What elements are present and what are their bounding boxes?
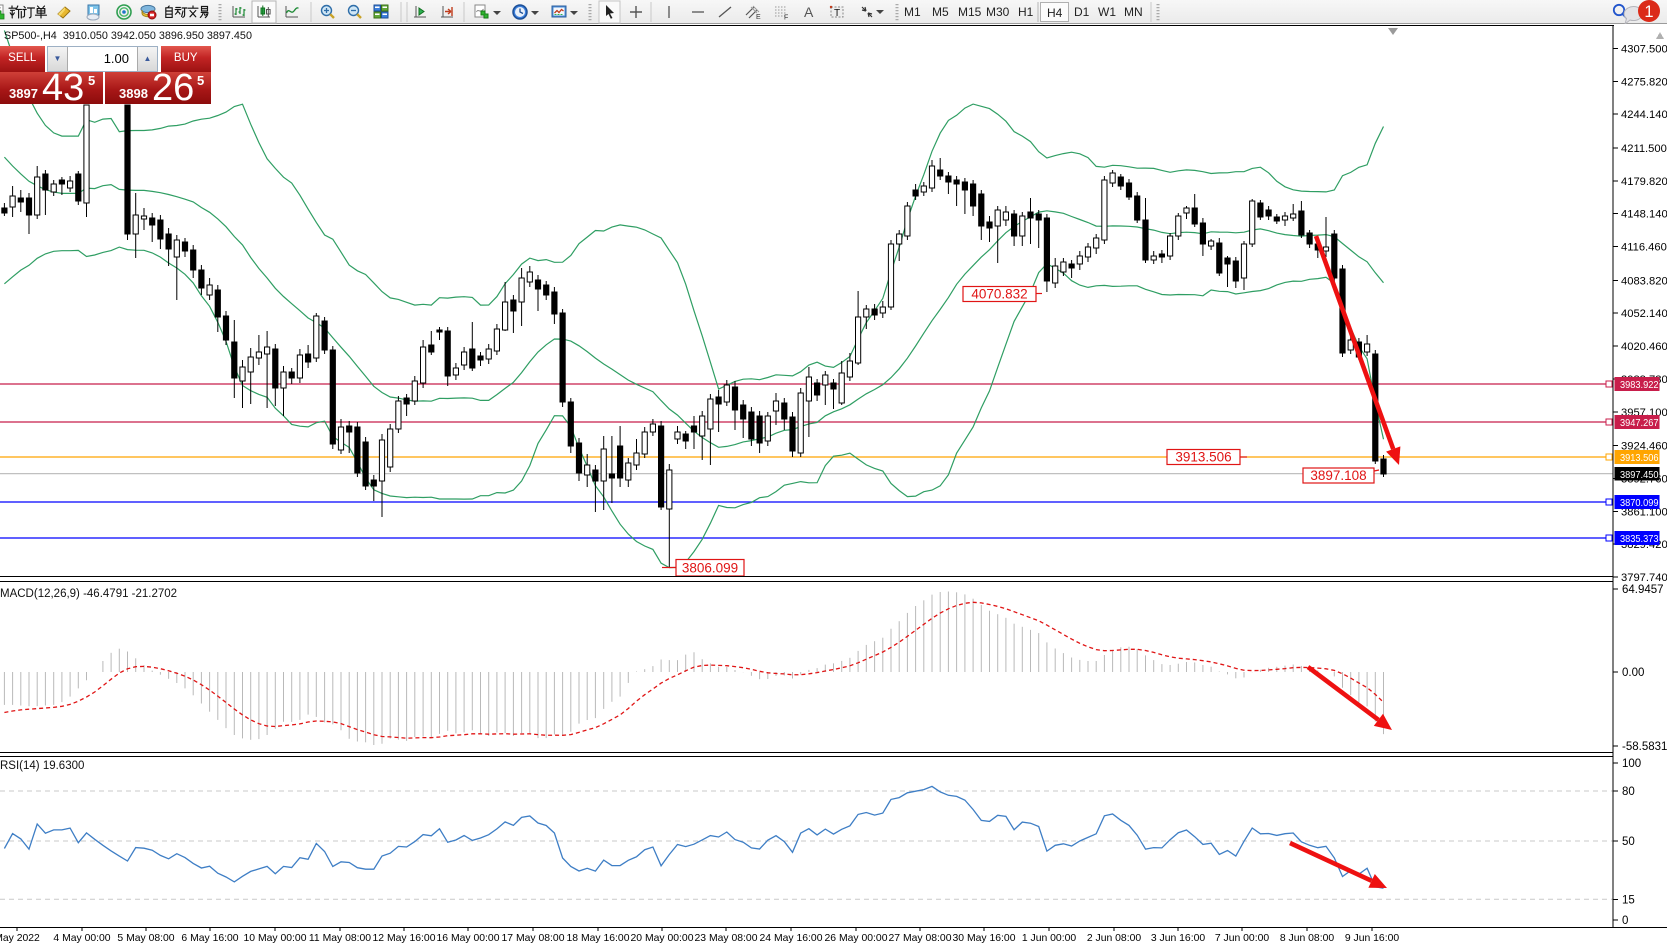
svg-text:9 Jun 16:00: 9 Jun 16:00 xyxy=(1345,933,1400,944)
svg-text:0.00: 0.00 xyxy=(1622,667,1644,679)
svg-text:3913.506: 3913.506 xyxy=(1175,450,1231,465)
svg-text:F: F xyxy=(784,15,788,22)
svg-text:6 May 16:00: 6 May 16:00 xyxy=(181,933,238,944)
svg-text:7 Jun 00:00: 7 Jun 00:00 xyxy=(1215,933,1270,944)
svg-text:3897.108: 3897.108 xyxy=(1310,468,1366,483)
svg-text:3947.267: 3947.267 xyxy=(1620,418,1659,429)
svg-text:3913.506: 3913.506 xyxy=(1620,453,1659,464)
svg-text:11 May 08:00: 11 May 08:00 xyxy=(309,933,371,944)
svg-text:4 May 00:00: 4 May 00:00 xyxy=(53,933,110,944)
svg-text:0: 0 xyxy=(1622,915,1628,927)
svg-text:50: 50 xyxy=(1622,836,1635,848)
svg-text:4307.500: 4307.500 xyxy=(1621,44,1667,56)
svg-text:4179.820: 4179.820 xyxy=(1621,176,1667,188)
svg-text:A: A xyxy=(804,4,814,20)
svg-text:1: 1 xyxy=(1644,3,1653,21)
svg-text:18 May 16:00: 18 May 16:00 xyxy=(567,933,630,944)
svg-text:16 May 00:00: 16 May 00:00 xyxy=(437,933,500,944)
svg-text:4116.460: 4116.460 xyxy=(1621,242,1667,254)
svg-text:26 May 00:00: 26 May 00:00 xyxy=(825,933,888,944)
svg-text:4211.500: 4211.500 xyxy=(1621,143,1667,155)
svg-text:3924.460: 3924.460 xyxy=(1621,441,1667,453)
svg-text:May 2022: May 2022 xyxy=(0,933,40,944)
svg-text:4244.140: 4244.140 xyxy=(1621,109,1667,121)
svg-text:27 May 08:00: 27 May 08:00 xyxy=(889,933,952,944)
svg-text:5 May 08:00: 5 May 08:00 xyxy=(117,933,174,944)
svg-text:4275.820: 4275.820 xyxy=(1621,76,1667,88)
svg-text:8 Jun 08:00: 8 Jun 08:00 xyxy=(1280,933,1335,944)
svg-text:15: 15 xyxy=(1622,894,1635,906)
svg-text:80: 80 xyxy=(1622,786,1635,798)
svg-text:24 May 16:00: 24 May 16:00 xyxy=(760,933,823,944)
svg-text:4083.820: 4083.820 xyxy=(1621,275,1667,287)
svg-text:23 May 08:00: 23 May 08:00 xyxy=(695,933,758,944)
svg-text:20 May 00:00: 20 May 00:00 xyxy=(631,933,694,944)
svg-text:3861.100: 3861.100 xyxy=(1621,506,1667,518)
svg-text:1 Jun 00:00: 1 Jun 00:00 xyxy=(1022,933,1077,944)
svg-text:3983.922: 3983.922 xyxy=(1620,380,1659,391)
svg-text:3870.099: 3870.099 xyxy=(1620,498,1659,509)
svg-text:12 May 16:00: 12 May 16:00 xyxy=(373,933,436,944)
svg-text:3797.740: 3797.740 xyxy=(1621,572,1667,584)
svg-text:100: 100 xyxy=(1622,758,1641,770)
svg-text:3835.373: 3835.373 xyxy=(1620,534,1659,545)
svg-text:4020.460: 4020.460 xyxy=(1621,341,1667,353)
svg-text:4148.140: 4148.140 xyxy=(1621,209,1667,221)
svg-text:30 May 16:00: 30 May 16:00 xyxy=(953,933,1016,944)
svg-text:10 May 00:00: 10 May 00:00 xyxy=(244,933,307,944)
svg-text:64.9457: 64.9457 xyxy=(1622,584,1664,596)
svg-text:E: E xyxy=(756,14,761,21)
svg-text:T: T xyxy=(834,8,840,19)
svg-text:17 May 08:00: 17 May 08:00 xyxy=(502,933,565,944)
svg-text:2 Jun 08:00: 2 Jun 08:00 xyxy=(1087,933,1142,944)
svg-text:3897.450: 3897.450 xyxy=(1620,470,1659,481)
svg-text:4070.832: 4070.832 xyxy=(971,287,1027,302)
svg-text:4052.140: 4052.140 xyxy=(1621,308,1667,320)
svg-text:-58.5831: -58.5831 xyxy=(1622,741,1667,753)
svg-text:3806.099: 3806.099 xyxy=(682,560,738,575)
svg-text:3 Jun 16:00: 3 Jun 16:00 xyxy=(1151,933,1206,944)
